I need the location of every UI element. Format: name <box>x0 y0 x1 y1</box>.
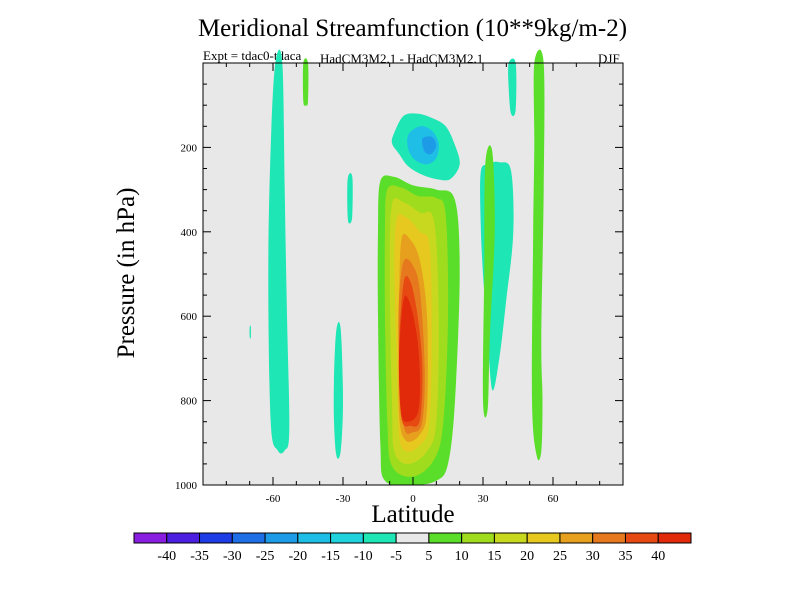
chart-title: Meridional Streamfunction (10**9kg/m-2) <box>197 15 628 42</box>
y-tick-label: 200 <box>181 142 198 154</box>
colorbar-label: 5 <box>425 549 432 564</box>
colorbar-label: 40 <box>651 549 665 564</box>
upper-negative-core <box>421 136 437 155</box>
colorbar-label: 15 <box>487 549 501 564</box>
y-tick-label: 800 <box>181 396 198 408</box>
colorbar-swatch <box>559 532 594 544</box>
colorbar-swatch <box>264 532 299 544</box>
colorbar-swatch <box>362 532 397 544</box>
colorbar-swatch <box>166 532 201 544</box>
x-tick-label: 60 <box>548 493 560 505</box>
models-label: HadCM3M2.1 - HadCM3M2.1 <box>320 51 484 66</box>
band-north-positive <box>531 49 545 461</box>
colorbar-swatch <box>526 532 561 544</box>
colorbar-swatch <box>231 532 266 544</box>
band-lower-south <box>333 322 343 459</box>
positive-cell-40 <box>398 295 420 422</box>
band-north-left <box>482 145 495 418</box>
y-tick-label: 400 <box>181 227 198 239</box>
colorbar-label: -10 <box>354 549 373 564</box>
colorbar-label: 35 <box>618 549 632 564</box>
colorbar-label: -40 <box>157 549 176 564</box>
colorbar-swatch <box>199 532 233 544</box>
x-tick-label: -30 <box>336 493 351 505</box>
colorbar-swatch <box>493 532 528 544</box>
colorbar-label: -35 <box>190 549 209 564</box>
colorbar-label: -25 <box>256 549 275 564</box>
y-tick-label: 1000 <box>175 480 198 492</box>
x-tick-label: -60 <box>266 493 281 505</box>
x-tick-label: 0 <box>410 493 416 505</box>
spot-top-positive <box>302 58 309 106</box>
colorbar-swatch <box>395 532 430 544</box>
colorbar-swatch <box>461 532 495 544</box>
colorbar-swatch <box>297 532 332 544</box>
colorbar-label: 20 <box>520 549 534 564</box>
x-axis-label: Latitude <box>371 501 455 528</box>
band-north-top <box>508 58 517 117</box>
colorbar: -40 -35 -30 -25 -20 -15 -10 -5 5 10 15 20 25 30 35 40 <box>133 532 692 564</box>
spot-upper-south <box>347 173 353 224</box>
colorbar-swatch <box>624 532 659 544</box>
colorbar-swatch <box>592 532 626 544</box>
colorbar-label: -5 <box>390 549 402 564</box>
colorbar-swatch <box>428 532 463 544</box>
spot-far-south <box>249 325 251 339</box>
contour-fills <box>249 49 545 486</box>
band-south <box>268 49 290 454</box>
y-tick-label: 600 <box>181 311 198 323</box>
colorbar-label: 10 <box>455 549 469 564</box>
colorbar-label: -15 <box>321 549 340 564</box>
axes: -60 -30 0 30 60 200 400 600 800 1000 <box>175 62 624 505</box>
season-label: DJF <box>598 51 620 66</box>
colorbar-swatch <box>330 532 364 544</box>
colorbar-swatch <box>133 532 168 544</box>
colorbar-label: -30 <box>223 549 242 564</box>
colorbar-swatch <box>657 532 692 544</box>
colorbar-label: -20 <box>288 549 307 564</box>
colorbar-label: 25 <box>553 549 567 564</box>
colorbar-label: 30 <box>586 549 600 564</box>
x-tick-label: 30 <box>478 493 490 505</box>
